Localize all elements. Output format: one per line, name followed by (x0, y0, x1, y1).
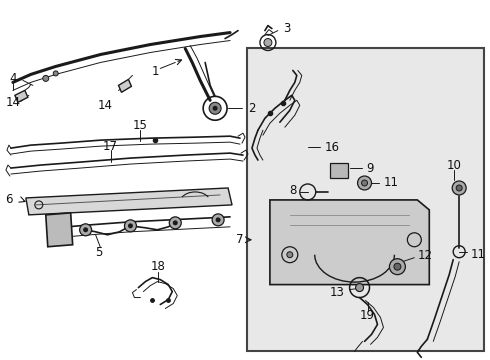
Text: 5: 5 (95, 246, 102, 259)
Polygon shape (15, 90, 28, 102)
Circle shape (390, 259, 405, 275)
Text: 9: 9 (367, 162, 374, 175)
Circle shape (169, 217, 181, 229)
Circle shape (213, 106, 218, 111)
Text: 11: 11 (384, 176, 398, 189)
Polygon shape (26, 188, 232, 215)
Circle shape (394, 263, 401, 270)
Polygon shape (330, 163, 347, 178)
Text: 2: 2 (248, 102, 255, 115)
Circle shape (264, 39, 272, 46)
Circle shape (356, 284, 364, 292)
Circle shape (53, 71, 58, 76)
Text: 10: 10 (447, 158, 462, 172)
Circle shape (83, 227, 88, 232)
Polygon shape (270, 200, 429, 285)
Circle shape (128, 223, 133, 228)
Text: 11: 11 (471, 248, 486, 261)
Text: 6: 6 (5, 193, 13, 206)
Circle shape (209, 102, 221, 114)
Text: 13: 13 (330, 286, 344, 299)
Text: 19: 19 (360, 309, 375, 322)
Text: 18: 18 (151, 260, 166, 273)
Circle shape (173, 220, 178, 225)
Polygon shape (46, 213, 73, 247)
Text: 12: 12 (417, 249, 432, 262)
Text: 7: 7 (236, 233, 243, 246)
Bar (247, 48, 484, 351)
Text: 17: 17 (103, 140, 118, 153)
Text: 15: 15 (133, 119, 148, 132)
Circle shape (216, 217, 220, 222)
Circle shape (80, 224, 92, 236)
Circle shape (124, 220, 136, 232)
Circle shape (456, 185, 462, 191)
Circle shape (362, 180, 368, 186)
Text: 14: 14 (6, 96, 21, 109)
Circle shape (212, 214, 224, 226)
Text: 1: 1 (151, 65, 159, 78)
Circle shape (287, 252, 293, 258)
Text: 14: 14 (98, 99, 113, 112)
Text: 3: 3 (283, 22, 290, 35)
Text: 4: 4 (9, 72, 17, 85)
Text: 8: 8 (290, 184, 297, 197)
Circle shape (452, 181, 466, 195)
Text: 16: 16 (325, 141, 340, 154)
Circle shape (358, 176, 371, 190)
Polygon shape (119, 80, 131, 92)
Circle shape (43, 75, 49, 81)
